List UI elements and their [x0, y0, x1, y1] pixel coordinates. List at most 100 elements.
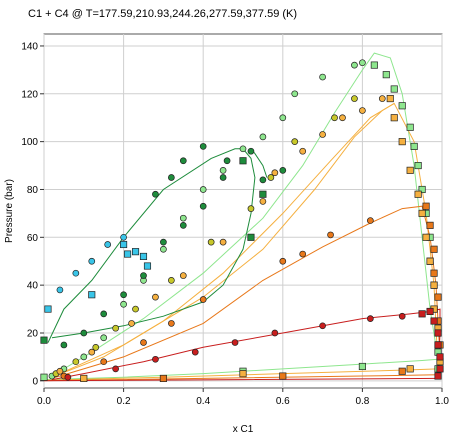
grid: [43, 34, 443, 388]
circle-marker-green-dark: [223, 157, 231, 165]
circle-marker-yellow-olive: [207, 238, 215, 246]
model-curve-orange-light: [51, 102, 395, 378]
square-marker-orange-light: [430, 281, 438, 289]
square-marker-cyan: [143, 262, 152, 270]
circle-marker-green-light: [279, 114, 287, 122]
circle-marker-orange-light: [259, 198, 267, 205]
square-marker-red: [434, 341, 442, 349]
circle-marker-green-dark: [179, 222, 187, 229]
circle-marker-yellow-olive: [247, 205, 255, 212]
square-marker-orange-light: [406, 365, 414, 373]
square-marker-green-dark: [40, 336, 48, 344]
x-tick-label: 0.6: [276, 396, 290, 407]
y-tick-label: 120: [21, 89, 38, 100]
circle-marker-yellow-olive: [291, 138, 299, 145]
square-marker-red: [434, 329, 442, 337]
circle-marker-red: [271, 329, 279, 337]
circle-marker-red: [319, 322, 326, 330]
circle-marker-green-dark: [279, 166, 287, 174]
square-marker-red: [418, 310, 426, 318]
circle-marker-yellow-olive: [92, 343, 100, 351]
circle-marker-orange-light: [152, 293, 159, 301]
circle-marker-yellow-olive: [112, 324, 119, 332]
chart-title: C1 + C4 @ T=177.59,210.93,244.26,277.59,…: [28, 8, 298, 20]
square-marker-cyan: [139, 252, 148, 260]
circle-marker-orange-light: [319, 131, 326, 138]
x-tick-label: 1.0: [435, 396, 449, 407]
circle-marker-green-dark: [168, 174, 175, 181]
y-tick-label: 0: [32, 376, 38, 387]
circle-marker-green-light: [291, 90, 299, 98]
circle-marker-green-light: [100, 334, 108, 342]
y-tick-label: 60: [27, 233, 39, 244]
circle-marker-orange: [367, 217, 374, 224]
square-marker-cyan: [131, 248, 140, 256]
circle-marker-green-dark: [100, 310, 108, 318]
circle-marker-cyan: [56, 286, 64, 294]
circle-marker-yellow-olive: [267, 174, 275, 181]
circle-marker-green-light: [179, 214, 187, 222]
square-marker-green-light: [398, 102, 406, 110]
square-marker-orange: [279, 372, 287, 380]
circle-marker-orange-light: [378, 95, 386, 102]
circle-marker-green-dark: [199, 143, 207, 150]
circle-marker-red: [231, 339, 239, 346]
circle-marker-green-dark: [259, 176, 267, 184]
square-marker-orange-light: [239, 370, 247, 378]
circle-marker-yellow-olive: [331, 114, 338, 122]
circle-marker-green-light: [199, 186, 207, 193]
circle-marker-orange: [299, 250, 307, 258]
circle-marker-green-dark: [140, 272, 147, 279]
square-marker-orange: [159, 374, 167, 382]
circle-marker-yellow-olive: [72, 358, 80, 366]
circle-marker-yellow-olive: [132, 305, 139, 313]
circle-marker-red: [64, 373, 72, 381]
square-marker-orange-light: [390, 114, 398, 122]
x-tick-label: 0.2: [117, 396, 131, 407]
circle-marker-green-dark: [199, 202, 207, 210]
circle-marker-green-light: [80, 353, 88, 361]
circle-marker-orange-light: [219, 238, 227, 246]
circle-marker-green-dark: [160, 238, 167, 246]
circle-marker-orange-light: [299, 147, 307, 155]
circle-marker-red: [367, 315, 374, 322]
circle-marker-orange: [279, 257, 287, 265]
square-marker-green-light: [418, 185, 426, 194]
x-tick-label: 0.0: [37, 396, 51, 407]
data-markers: [40, 59, 444, 382]
model-curve-green-light: [43, 358, 439, 381]
circle-marker-orange-light: [128, 320, 135, 327]
model-curve-red: [51, 308, 441, 381]
square-marker-cyan: [124, 250, 132, 258]
square-marker-green-dark: [239, 157, 247, 165]
circle-marker-cyan: [88, 257, 96, 265]
circle-marker-green-light: [120, 300, 127, 308]
circle-marker-green-light: [351, 61, 358, 69]
y-tick-label: 20: [27, 328, 39, 339]
y-axis-label: Pressure (bar): [4, 179, 15, 243]
square-marker-orange-light: [414, 190, 422, 198]
circle-marker-green-light: [319, 73, 326, 81]
y-tick-label: 80: [27, 185, 39, 196]
x-tick-label: 0.4: [196, 396, 210, 407]
square-marker-red: [436, 365, 444, 373]
square-marker-orange-light: [398, 138, 406, 146]
square-marker-green-dark: [247, 233, 255, 241]
circle-marker-green-light: [239, 145, 247, 153]
square-marker-cyan: [120, 240, 128, 249]
circle-marker-cyan: [72, 269, 80, 277]
circle-marker-green-dark: [60, 341, 68, 349]
circle-marker-orange-light: [359, 107, 366, 114]
y-tick-label: 40: [27, 281, 39, 292]
square-marker-green-light: [40, 373, 48, 381]
square-marker-orange-light: [426, 257, 434, 265]
model-curve-green-dark: [47, 148, 256, 343]
circle-marker-green-dark: [152, 190, 159, 198]
square-marker-green-light: [410, 142, 418, 150]
square-marker-orange: [398, 367, 406, 375]
circle-marker-orange-light: [56, 367, 64, 375]
square-marker-red: [436, 353, 444, 361]
circle-marker-orange-light: [179, 272, 187, 279]
circle-marker-red: [112, 365, 119, 373]
